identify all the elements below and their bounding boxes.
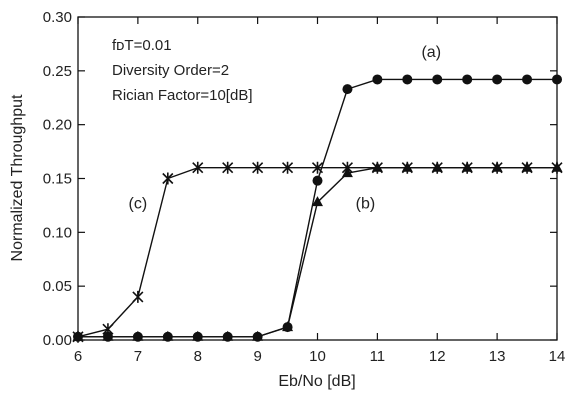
data-point-a (462, 74, 473, 85)
data-point-c (162, 172, 174, 185)
data-point-c (341, 161, 354, 174)
x-tick-label: 12 (429, 348, 446, 365)
data-point-c (401, 161, 413, 174)
x-tick-label: 11 (370, 348, 386, 365)
data-point-b (312, 196, 323, 207)
y-tick-label: 0.05 (43, 278, 72, 295)
y-tick-label: 0.20 (43, 117, 72, 134)
data-point-a (522, 74, 533, 85)
x-axis-title: Eb/No [dB] (278, 373, 355, 390)
data-point-b (222, 330, 234, 341)
y-axis-title: Normalized Throughput (9, 94, 26, 261)
data-point-a (492, 74, 503, 85)
y-tick-label: 0.15 (43, 171, 72, 188)
y-tick-label: 0.30 (43, 9, 72, 26)
y-tick-label: 0.00 (43, 332, 72, 349)
x-tick-label: 6 (74, 348, 82, 365)
data-point-c (132, 290, 144, 303)
x-tick-label: 13 (489, 348, 506, 365)
data-point-a (432, 74, 443, 85)
curve-label-b: (b) (356, 196, 376, 213)
data-point-c (461, 161, 473, 174)
data-point-c (281, 161, 294, 174)
data-point-b (162, 330, 174, 341)
annotation-rician-factor: Rician Factor=10[dB] (112, 87, 253, 104)
data-point-c (192, 161, 204, 174)
data-point-c (222, 161, 234, 174)
data-point-a (312, 175, 323, 186)
data-point-c (72, 330, 84, 343)
x-tick-label: 14 (549, 348, 566, 365)
series-line-c (77, 167, 557, 338)
x-tick-label: 9 (253, 348, 261, 365)
curve-label-c: (c) (129, 196, 148, 213)
data-point-a (342, 84, 353, 95)
data-point-b (282, 321, 294, 332)
annotation-diversity-order: Diversity Order=2 (112, 62, 229, 79)
data-point-c (491, 161, 503, 174)
x-tick-label: 10 (309, 348, 326, 365)
y-axis-ticks: 0.00 0.05 0.10 0.15 0.20 0.25 0.30 (43, 9, 557, 349)
data-point-c (431, 161, 443, 174)
curve-label-a: (a) (421, 44, 441, 61)
data-point-b (102, 330, 114, 341)
y-tick-label: 0.10 (43, 224, 72, 241)
data-point-c (551, 161, 563, 174)
data-point-c (102, 323, 114, 336)
x-tick-label: 8 (194, 348, 202, 365)
x-tick-label: 7 (134, 348, 142, 365)
data-point-b (132, 330, 144, 341)
data-point-b (252, 330, 264, 341)
data-point-a (402, 74, 413, 85)
series-line-a (78, 78, 557, 338)
data-point-a (552, 74, 562, 85)
annotation-block: fᴅT=0.01 Diversity Order=2 Rician Factor… (112, 37, 253, 104)
series-c (72, 161, 563, 343)
series-b (72, 161, 563, 341)
series-layer (72, 74, 563, 343)
annotation-doppler: fᴅT=0.01 (112, 37, 172, 54)
data-point-a (372, 74, 383, 85)
y-tick-label: 0.25 (43, 63, 72, 80)
data-point-c (311, 161, 324, 174)
data-point-b (192, 330, 204, 341)
data-point-c (252, 161, 264, 174)
data-point-c (371, 161, 383, 174)
data-point-c (521, 161, 533, 174)
